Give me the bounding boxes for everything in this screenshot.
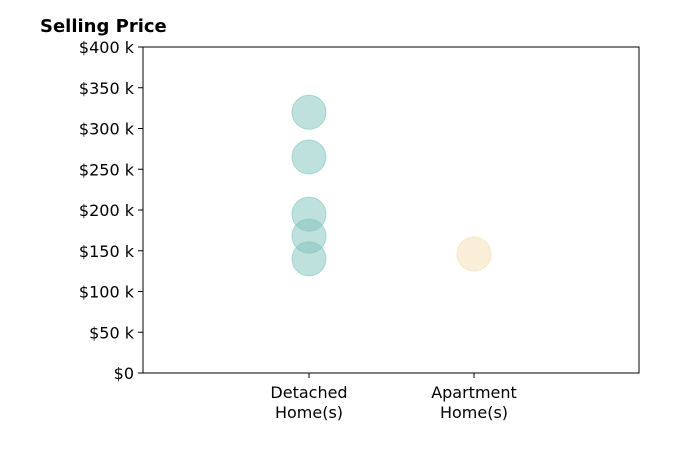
x-axis: Detached Home(s) Apartment Home(s) bbox=[270, 373, 517, 422]
x-tick-label: Detached Home(s) bbox=[270, 383, 347, 422]
y-tick-label: $300 k bbox=[79, 120, 135, 139]
data-point bbox=[291, 94, 327, 130]
data-point bbox=[291, 241, 327, 277]
data-point bbox=[456, 236, 492, 272]
y-tick-label: $50 k bbox=[89, 323, 135, 342]
y-tick-label: $400 k bbox=[79, 38, 135, 57]
data-point bbox=[291, 139, 327, 175]
y-axis: $0 $50 k $100 k $150 k $200 k $250 k $300 k $35… bbox=[79, 38, 143, 383]
x-tick-label: Apartment Home(s) bbox=[431, 383, 517, 422]
y-tick-label: $200 k bbox=[79, 201, 135, 220]
chart-title: Selling Price bbox=[40, 16, 167, 37]
y-tick-label: $350 k bbox=[79, 79, 135, 98]
y-tick-label: $100 k bbox=[79, 283, 135, 302]
y-tick-label: $250 k bbox=[79, 160, 135, 179]
y-tick-label: $150 k bbox=[79, 242, 135, 261]
data-points bbox=[291, 94, 492, 277]
plot-frame bbox=[142, 46, 640, 374]
y-tick-label: $0 bbox=[114, 364, 134, 383]
